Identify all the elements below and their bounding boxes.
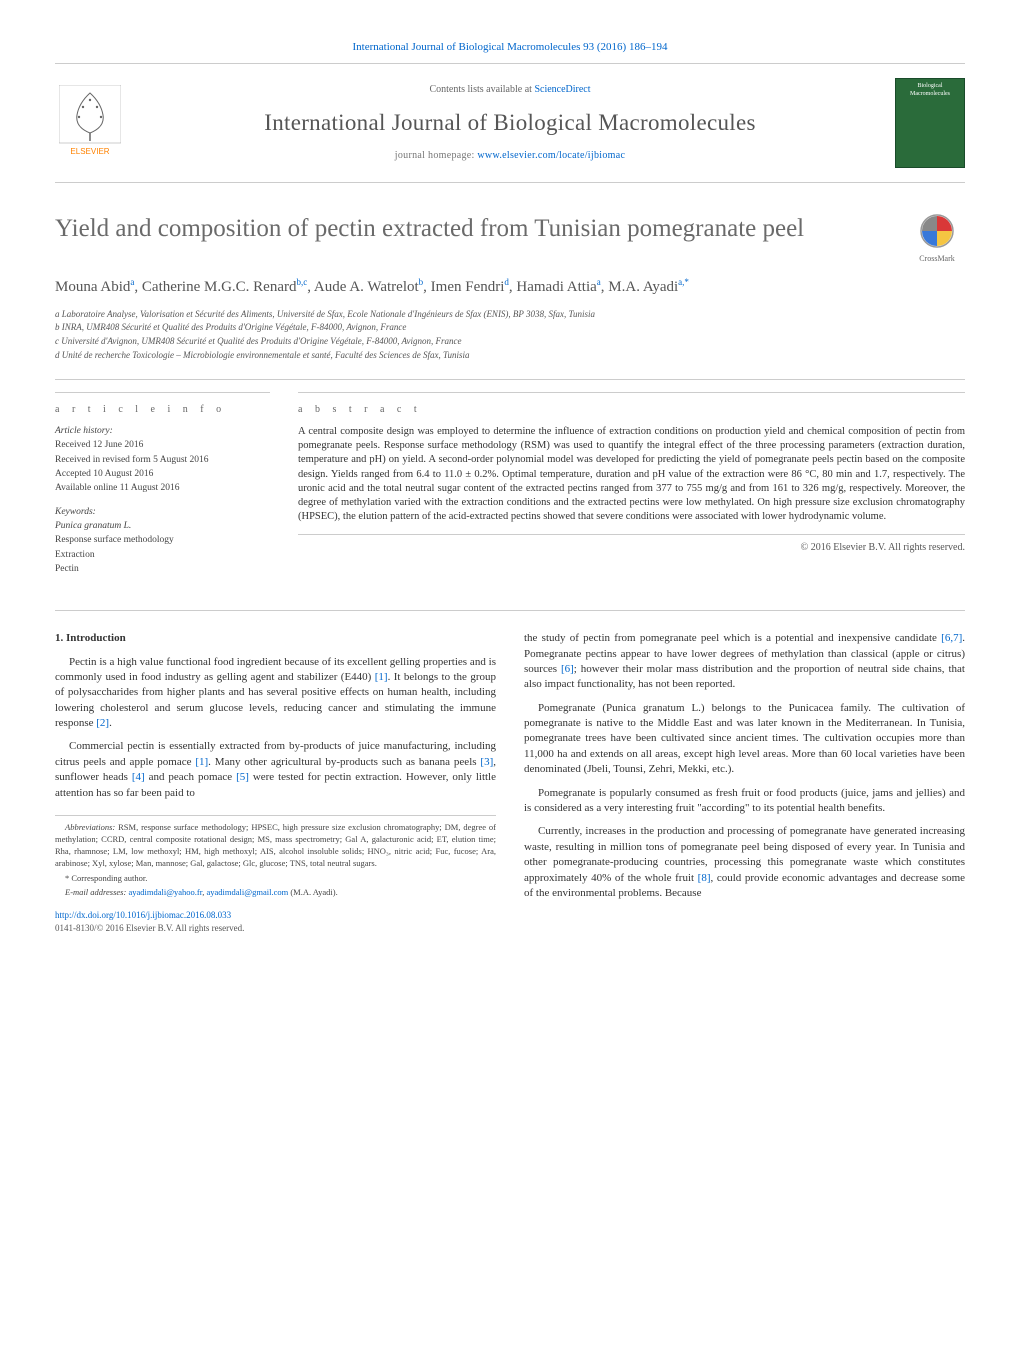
article-info-head: a r t i c l e i n f o bbox=[55, 403, 270, 417]
keyword-line: Response surface methodology bbox=[55, 534, 270, 547]
corresponding-author: * Corresponding author. bbox=[55, 873, 496, 885]
citation-ref[interactable]: [1] bbox=[195, 756, 208, 768]
body-paragraph: Commercial pectin is essentially extract… bbox=[55, 739, 496, 801]
abstract-head: a b s t r a c t bbox=[298, 403, 965, 417]
affiliation-line: c Université d'Avignon, UMR408 Sécurité … bbox=[55, 335, 965, 348]
cover-text-2: Macromolecules bbox=[910, 91, 950, 98]
email-link-2[interactable]: ayadimdali@gmail.com bbox=[207, 887, 289, 897]
abbrev-text: RSM, response surface methodology; HPSEC… bbox=[55, 822, 496, 868]
info-abstract-row: a r t i c l e i n f o Article history: R… bbox=[55, 379, 965, 586]
citation-ref[interactable]: [5] bbox=[236, 771, 249, 783]
keyword-line: Extraction bbox=[55, 549, 270, 562]
body-paragraph: Pomegranate (Punica granatum L.) belongs… bbox=[524, 701, 965, 778]
affiliation-line: a Laboratoire Analyse, Valorisation et S… bbox=[55, 308, 965, 321]
citation-ref[interactable]: [1] bbox=[375, 671, 388, 683]
history-line: Available online 11 August 2016 bbox=[55, 482, 270, 495]
history-line: Accepted 10 August 2016 bbox=[55, 468, 270, 481]
doi-link[interactable]: http://dx.doi.org/10.1016/j.ijbiomac.201… bbox=[55, 910, 231, 920]
issn-line: 0141-8130/© 2016 Elsevier B.V. All right… bbox=[55, 923, 244, 933]
crossmark-label: CrossMark bbox=[909, 253, 965, 264]
sciencedirect-link[interactable]: ScienceDirect bbox=[534, 84, 590, 95]
crossmark-badge[interactable]: CrossMark bbox=[909, 213, 965, 263]
article-history: Article history: Received 12 June 2016 Re… bbox=[55, 425, 270, 495]
keyword-line: Punica granatum L. bbox=[55, 520, 270, 533]
masthead: ELSEVIER Contents lists available at Sci… bbox=[55, 63, 965, 183]
homepage-prefix: journal homepage: bbox=[395, 150, 478, 161]
body-paragraph: Pectin is a high value functional food i… bbox=[55, 655, 496, 732]
body-paragraph: Pomegranate is popularly consumed as fre… bbox=[524, 786, 965, 817]
article-title: Yield and composition of pectin extracte… bbox=[55, 213, 897, 244]
affiliation-line: b INRA, UMR408 Sécurité et Qualité des P… bbox=[55, 321, 965, 334]
abbreviations-footnote: Abbreviations: RSM, response surface met… bbox=[55, 822, 496, 870]
footnotes: Abbreviations: RSM, response surface met… bbox=[55, 815, 496, 899]
body-columns: 1. Introduction Pectin is a high value f… bbox=[55, 610, 965, 934]
contents-line: Contents lists available at ScienceDirec… bbox=[125, 83, 895, 97]
doi-block: http://dx.doi.org/10.1016/j.ijbiomac.201… bbox=[55, 909, 496, 934]
email-suffix: (M.A. Ayadi). bbox=[288, 887, 338, 897]
keywords-label: Keywords: bbox=[55, 506, 270, 519]
journal-title: International Journal of Biological Macr… bbox=[125, 107, 895, 139]
citation-ref[interactable]: [6] bbox=[561, 663, 574, 675]
abstract: a b s t r a c t A central composite desi… bbox=[298, 392, 965, 586]
citation-ref[interactable]: [8] bbox=[698, 872, 711, 884]
right-column: the study of pectin from pomegranate pee… bbox=[524, 631, 965, 934]
body-paragraph: Currently, increases in the production a… bbox=[524, 824, 965, 901]
crossmark-icon bbox=[919, 213, 955, 249]
history-line: Received in revised form 5 August 2016 bbox=[55, 454, 270, 467]
masthead-center: Contents lists available at ScienceDirec… bbox=[125, 83, 895, 163]
journal-cover-thumbnail: Biological Macromolecules bbox=[895, 78, 965, 168]
section-1-head: 1. Introduction bbox=[55, 631, 496, 646]
publisher-logo: ELSEVIER bbox=[55, 84, 125, 162]
email-label: E-mail addresses: bbox=[65, 887, 128, 897]
history-line: Received 12 June 2016 bbox=[55, 439, 270, 452]
homepage-line: journal homepage: www.elsevier.com/locat… bbox=[125, 149, 895, 163]
email-link-1[interactable]: ayadimdali@yahoo.fr bbox=[128, 887, 202, 897]
abstract-text: A central composite design was employed … bbox=[298, 425, 965, 524]
title-row: Yield and composition of pectin extracte… bbox=[55, 213, 965, 263]
citation-ref[interactable]: [4] bbox=[132, 771, 145, 783]
cover-text-1: Biological bbox=[918, 83, 943, 90]
body-paragraph: the study of pectin from pomegranate pee… bbox=[524, 631, 965, 693]
authors-line: Mouna Abida, Catherine M.G.C. Renardb,c,… bbox=[55, 276, 965, 298]
abbrev-label: Abbreviations: bbox=[65, 822, 115, 832]
journal-citation[interactable]: International Journal of Biological Macr… bbox=[55, 40, 965, 55]
email-footnote: E-mail addresses: ayadimdali@yahoo.fr, a… bbox=[55, 887, 496, 899]
keyword-line: Pectin bbox=[55, 563, 270, 576]
left-column: 1. Introduction Pectin is a high value f… bbox=[55, 631, 496, 934]
history-label: Article history: bbox=[55, 425, 270, 438]
keywords-block: Keywords: Punica granatum L.Response sur… bbox=[55, 506, 270, 576]
contents-prefix: Contents lists available at bbox=[429, 84, 534, 95]
homepage-link[interactable]: www.elsevier.com/locate/ijbiomac bbox=[477, 150, 625, 161]
elsevier-tree-icon: ELSEVIER bbox=[59, 85, 121, 162]
affiliations: a Laboratoire Analyse, Valorisation et S… bbox=[55, 308, 965, 361]
citation-ref[interactable]: [3] bbox=[480, 756, 493, 768]
abstract-copyright: © 2016 Elsevier B.V. All rights reserved… bbox=[298, 534, 965, 555]
citation-ref[interactable]: [6,7] bbox=[941, 632, 962, 644]
article-info: a r t i c l e i n f o Article history: R… bbox=[55, 392, 270, 586]
affiliation-line: d Unité de recherche Toxicologie – Micro… bbox=[55, 349, 965, 362]
elsevier-wordmark: ELSEVIER bbox=[70, 147, 109, 156]
citation-ref[interactable]: [2] bbox=[96, 717, 109, 729]
